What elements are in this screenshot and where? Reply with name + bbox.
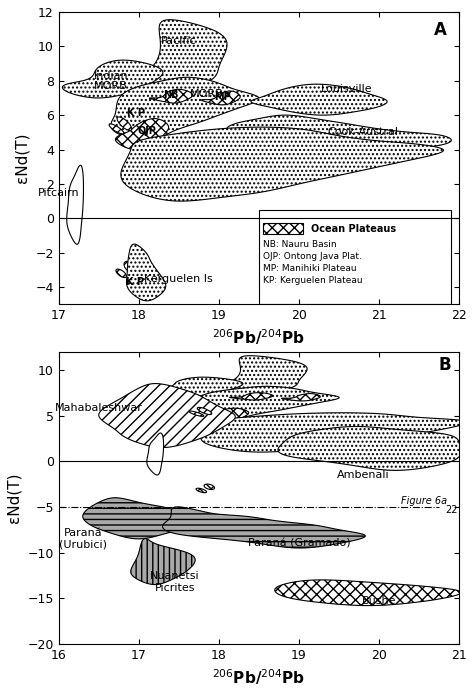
Polygon shape [143, 377, 243, 397]
Polygon shape [251, 84, 387, 115]
Text: Kerguelen Is: Kerguelen Is [145, 273, 213, 284]
Text: Mahabaleshwar: Mahabaleshwar [55, 403, 143, 413]
Polygon shape [131, 539, 195, 584]
Text: A: A [434, 21, 447, 39]
Text: Cook-Austral: Cook-Austral [328, 127, 399, 137]
Text: OJP: OJP [137, 126, 156, 135]
Polygon shape [201, 413, 466, 452]
Text: MORB: MORB [190, 90, 224, 99]
Text: Bushe: Bushe [362, 596, 396, 606]
Polygon shape [227, 115, 451, 153]
Ellipse shape [116, 269, 127, 278]
FancyBboxPatch shape [259, 210, 451, 304]
Ellipse shape [189, 411, 204, 416]
Text: Nuanetsi
Picrites: Nuanetsi Picrites [150, 571, 200, 593]
Polygon shape [149, 90, 193, 103]
Text: MP: MP [215, 92, 231, 102]
Y-axis label: εNd(T): εNd(T) [15, 133, 30, 183]
Text: Paraná (Gramado): Paraná (Gramado) [248, 539, 350, 548]
Polygon shape [163, 507, 365, 548]
Text: 22: 22 [445, 505, 457, 515]
Ellipse shape [109, 124, 124, 134]
Polygon shape [121, 127, 444, 201]
Polygon shape [123, 19, 227, 90]
Text: NB: NB [163, 90, 179, 101]
Ellipse shape [197, 407, 212, 414]
Text: Louisville: Louisville [321, 85, 373, 94]
Text: MP: Manihiki Plateau: MP: Manihiki Plateau [263, 264, 356, 273]
Polygon shape [195, 408, 249, 425]
Text: Pacific: Pacific [161, 36, 197, 46]
Polygon shape [111, 77, 259, 141]
Text: MORB: MORB [94, 81, 128, 91]
Polygon shape [191, 387, 339, 420]
Polygon shape [278, 427, 461, 471]
Ellipse shape [124, 262, 135, 271]
Y-axis label: εNd(T): εNd(T) [7, 473, 22, 523]
Ellipse shape [196, 488, 207, 493]
Polygon shape [67, 165, 83, 244]
FancyBboxPatch shape [263, 223, 303, 234]
Text: Figure 6a: Figure 6a [401, 496, 447, 506]
Polygon shape [201, 91, 240, 105]
Text: Ocean Plateaus: Ocean Plateaus [311, 223, 396, 234]
Text: Pitcairn: Pitcairn [38, 187, 80, 198]
Text: Indian: Indian [93, 71, 128, 81]
Text: B: B [438, 356, 451, 374]
Polygon shape [83, 498, 187, 539]
Text: KP: Kerguelen Plateau: KP: Kerguelen Plateau [263, 276, 363, 285]
Polygon shape [63, 60, 163, 98]
Text: OJP: Ontong Java Plat.: OJP: Ontong Java Plat. [263, 252, 362, 261]
Polygon shape [203, 356, 307, 393]
Text: K P: K P [127, 108, 145, 119]
Text: Paraná
(Urubici): Paraná (Urubici) [59, 528, 107, 550]
Polygon shape [116, 119, 169, 149]
Polygon shape [99, 384, 235, 448]
Polygon shape [275, 580, 461, 606]
Polygon shape [229, 393, 273, 400]
Polygon shape [282, 393, 320, 401]
Text: K P: K P [126, 277, 144, 287]
Polygon shape [127, 244, 166, 301]
Ellipse shape [117, 117, 132, 130]
Polygon shape [147, 433, 164, 475]
X-axis label: $^{206}$Pb/$^{204}$Pb: $^{206}$Pb/$^{204}$Pb [212, 328, 305, 348]
Ellipse shape [204, 484, 215, 489]
Text: NB: Nauru Basin: NB: Nauru Basin [263, 239, 337, 248]
Text: Ambenali: Ambenali [337, 470, 389, 480]
X-axis label: $^{206}$Pb/$^{204}$Pb: $^{206}$Pb/$^{204}$Pb [212, 668, 305, 687]
